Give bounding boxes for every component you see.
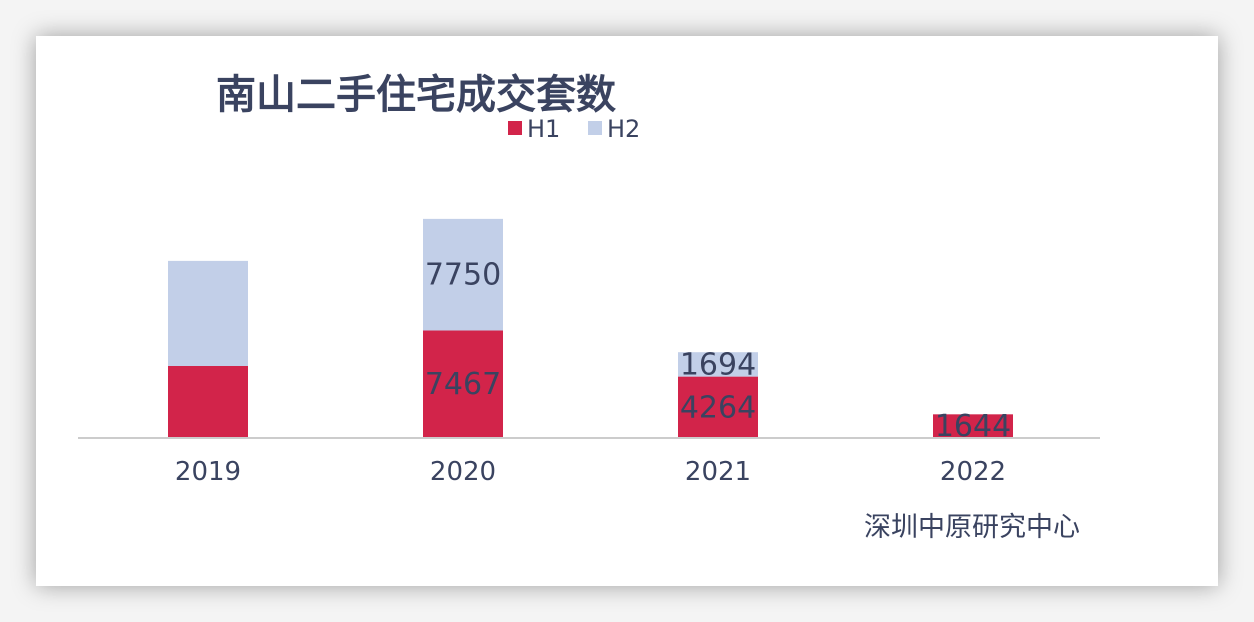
x-tick-label-2019: 2019 <box>175 457 241 487</box>
legend: H1 H2 <box>508 115 640 143</box>
legend-swatch-h1 <box>508 121 522 135</box>
chart-card: 南山二手住宅成交套数 H1 H2 2019 2020 2021 2022 7467 775… <box>36 36 1218 586</box>
data-label-h2-2021: 1694 <box>680 347 756 382</box>
bar-h1-2019 <box>168 366 248 438</box>
data-label-h1-2022: 1644 <box>935 409 1011 444</box>
legend-label-h1: H1 <box>527 115 560 143</box>
stacked-bar-chart: 南山二手住宅成交套数 H1 H2 2019 2020 2021 2022 7467 775… <box>78 72 1100 543</box>
bar-h1-2022 <box>933 414 1013 438</box>
x-tick-labels: 2019 2020 2021 2022 <box>175 457 1006 487</box>
data-label-h1-2021: 4264 <box>680 390 756 425</box>
x-tick-label-2021: 2021 <box>685 457 751 487</box>
x-tick-label-2022: 2022 <box>940 457 1006 487</box>
chart-title: 南山二手住宅成交套数 <box>216 72 616 118</box>
bar-h2-2020 <box>423 218 503 331</box>
bars-group <box>168 218 1013 438</box>
data-label-h1-2020: 7467 <box>425 367 501 402</box>
source-note: 深圳中原研究中心 <box>864 512 1080 543</box>
data-label-h2-2020: 7750 <box>425 258 501 293</box>
bar-h2-2019 <box>168 260 248 366</box>
legend-label-h2: H2 <box>607 115 640 143</box>
legend-swatch-h2 <box>588 121 602 135</box>
bar-h1-2020 <box>423 330 503 438</box>
x-tick-label-2020: 2020 <box>430 457 496 487</box>
bar-h1-2021 <box>678 376 758 438</box>
data-labels: 7467 7750 4264 1694 1644 <box>425 258 1011 444</box>
bar-h2-2021 <box>678 352 758 377</box>
